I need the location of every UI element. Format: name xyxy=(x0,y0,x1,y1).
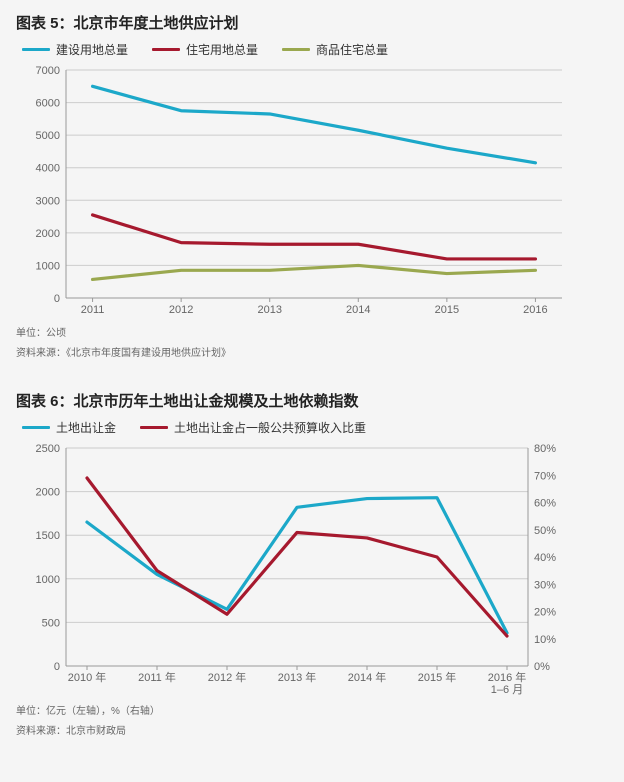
svg-text:2000: 2000 xyxy=(36,487,60,499)
svg-text:2000: 2000 xyxy=(36,228,60,240)
svg-text:2014 年: 2014 年 xyxy=(348,670,387,684)
chart5-title: 图表 5：北京市年度土地供应计划 xyxy=(16,12,608,33)
chart6-plot: 0 500 1000 1500 2000 2500 0% 10% 20% 30% 40% 50% 60%… xyxy=(16,440,608,700)
svg-text:80%: 80% xyxy=(534,443,556,455)
svg-text:0: 0 xyxy=(54,293,60,305)
legend-swatch xyxy=(152,48,180,52)
legend-label: 土地出让金占一般公共预算收入比重 xyxy=(174,419,366,436)
svg-text:50%: 50% xyxy=(534,525,556,537)
legend-item: 建设用地总量 xyxy=(22,41,128,58)
legend-label: 建设用地总量 xyxy=(56,41,128,58)
svg-text:2500: 2500 xyxy=(36,443,60,455)
chart6-block: 图表 6：北京市历年土地出让金规模及土地依赖指数 土地出让金 土地出让金占一般公共… xyxy=(16,390,608,740)
svg-text:2013 年: 2013 年 xyxy=(278,670,317,684)
svg-text:2013: 2013 xyxy=(257,304,281,316)
svg-text:0%: 0% xyxy=(534,661,550,673)
chart5-svg: 0 1000 2000 3000 4000 5000 6000 7000 2011 2012 201… xyxy=(16,62,576,322)
chart6-legend: 土地出让金 土地出让金占一般公共预算收入比重 xyxy=(16,419,608,436)
svg-text:2011: 2011 xyxy=(81,304,105,316)
svg-text:1000: 1000 xyxy=(36,574,60,586)
svg-text:2011 年: 2011 年 xyxy=(138,670,176,684)
svg-text:70%: 70% xyxy=(534,470,556,482)
svg-text:1500: 1500 xyxy=(36,530,60,542)
svg-text:7000: 7000 xyxy=(36,65,60,77)
legend-swatch xyxy=(140,426,168,430)
svg-text:60%: 60% xyxy=(534,498,556,510)
chart5-unit: 单位：公顷 xyxy=(16,326,608,342)
chart6-unit: 单位：亿元（左轴），%（右轴） xyxy=(16,704,608,720)
legend-item: 住宅用地总量 xyxy=(152,41,258,58)
svg-text:4000: 4000 xyxy=(36,163,60,175)
chart6-svg: 0 500 1000 1500 2000 2500 0% 10% 20% 30% 40% 50% 60%… xyxy=(16,440,576,700)
chart5-legend: 建设用地总量 住宅用地总量 商品住宅总量 xyxy=(16,41,608,58)
chart5-block: 图表 5：北京市年度土地供应计划 建设用地总量 住宅用地总量 商品住宅总量 0 100… xyxy=(16,12,608,362)
svg-text:3000: 3000 xyxy=(36,195,60,207)
legend-swatch xyxy=(22,48,50,52)
svg-text:40%: 40% xyxy=(534,552,556,564)
svg-text:20%: 20% xyxy=(534,607,556,619)
svg-text:2010 年: 2010 年 xyxy=(68,670,107,684)
legend-swatch xyxy=(22,426,50,430)
svg-text:5000: 5000 xyxy=(36,130,60,142)
chart6-title: 图表 6：北京市历年土地出让金规模及土地依赖指数 xyxy=(16,390,608,411)
svg-text:2015 年: 2015 年 xyxy=(418,670,457,684)
legend-label: 土地出让金 xyxy=(56,419,116,436)
legend-swatch xyxy=(282,48,310,52)
chart5-plot: 0 1000 2000 3000 4000 5000 6000 7000 2011 2012 201… xyxy=(16,62,608,322)
legend-item: 土地出让金 xyxy=(22,419,116,436)
svg-text:10%: 10% xyxy=(534,634,556,646)
svg-text:2015: 2015 xyxy=(435,304,459,316)
svg-text:2016: 2016 xyxy=(523,304,547,316)
svg-text:2012: 2012 xyxy=(169,304,193,316)
svg-text:6000: 6000 xyxy=(36,98,60,110)
svg-text:1000: 1000 xyxy=(36,260,60,272)
legend-label: 住宅用地总量 xyxy=(186,41,258,58)
legend-label: 商品住宅总量 xyxy=(316,41,388,58)
svg-text:30%: 30% xyxy=(534,579,556,591)
chart5-source: 资料来源：《北京市年度国有建设用地供应计划》 xyxy=(16,346,608,362)
svg-text:0: 0 xyxy=(54,661,60,673)
svg-text:500: 500 xyxy=(42,617,60,629)
legend-item: 商品住宅总量 xyxy=(282,41,388,58)
svg-text:1–6 月: 1–6 月 xyxy=(491,684,523,696)
chart6-source: 资料来源：北京市财政局 xyxy=(16,724,608,740)
legend-item: 土地出让金占一般公共预算收入比重 xyxy=(140,419,366,436)
svg-text:2014: 2014 xyxy=(346,304,370,316)
svg-text:2012 年: 2012 年 xyxy=(208,670,247,684)
svg-text:2016 年: 2016 年 xyxy=(488,670,527,684)
